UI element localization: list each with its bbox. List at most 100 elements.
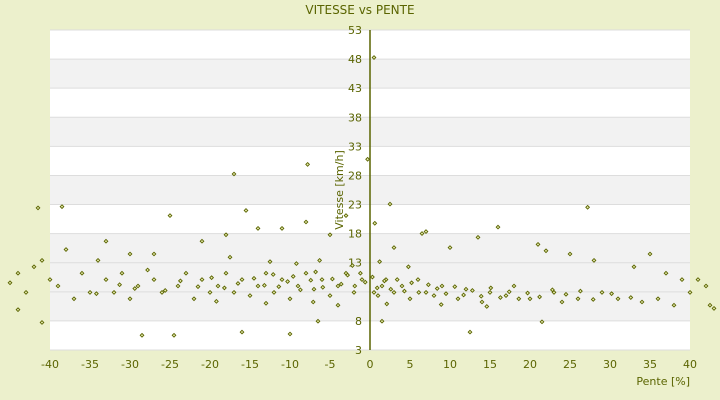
data-point xyxy=(707,302,713,308)
data-point xyxy=(231,171,237,177)
data-point xyxy=(235,281,241,286)
data-point xyxy=(503,293,509,299)
data-point xyxy=(345,272,351,278)
data-point xyxy=(495,224,501,230)
data-point xyxy=(387,201,393,207)
data-point xyxy=(391,245,397,251)
data-point xyxy=(338,281,344,287)
data-point xyxy=(239,329,245,335)
data-point xyxy=(63,247,69,252)
data-point xyxy=(516,296,522,302)
x-tick-label: -10 xyxy=(281,358,299,371)
data-point xyxy=(127,296,133,302)
data-point xyxy=(563,291,569,297)
data-point xyxy=(487,289,493,295)
data-point xyxy=(423,289,429,295)
data-point xyxy=(419,231,425,236)
data-point xyxy=(267,259,273,265)
data-point xyxy=(297,287,303,293)
data-point xyxy=(293,261,299,267)
data-point xyxy=(103,238,109,244)
data-point xyxy=(279,277,285,283)
y-tick-label: 3 xyxy=(355,344,362,357)
data-point xyxy=(31,264,37,270)
x-tick-label: -30 xyxy=(121,358,139,371)
data-point xyxy=(167,213,173,219)
y-tick-label: 8 xyxy=(355,315,362,328)
data-point xyxy=(319,277,325,283)
x-tick-label: -5 xyxy=(325,358,336,371)
data-point xyxy=(663,270,669,276)
data-point xyxy=(371,289,377,295)
data-point xyxy=(195,284,201,290)
data-point xyxy=(384,301,390,307)
data-point xyxy=(35,205,41,211)
data-point xyxy=(95,257,101,263)
x-tick-label: -20 xyxy=(201,358,219,371)
data-point xyxy=(132,286,138,291)
data-point xyxy=(335,283,341,289)
data-point xyxy=(351,289,357,295)
data-point xyxy=(590,297,596,302)
data-point xyxy=(394,277,400,283)
data-point xyxy=(303,219,309,225)
data-point xyxy=(631,264,637,270)
x-tick-label: 0 xyxy=(367,358,374,371)
data-point xyxy=(599,289,605,295)
data-point xyxy=(303,270,309,276)
data-point xyxy=(527,296,533,302)
data-point xyxy=(103,277,109,283)
data-point xyxy=(335,302,341,308)
data-point xyxy=(329,276,335,282)
data-point xyxy=(559,299,565,305)
data-point xyxy=(577,288,583,294)
data-point xyxy=(223,232,229,238)
data-point xyxy=(276,284,282,290)
x-axis-label: Pente [%] xyxy=(636,375,690,388)
data-point xyxy=(379,283,385,289)
data-point xyxy=(343,213,349,219)
data-point xyxy=(71,296,77,302)
data-point xyxy=(371,55,377,60)
data-point xyxy=(207,289,213,295)
data-point xyxy=(139,332,145,338)
data-point xyxy=(162,288,168,293)
data-point xyxy=(285,279,291,284)
data-point xyxy=(305,161,311,167)
data-point xyxy=(87,289,93,295)
data-point xyxy=(357,270,363,276)
data-point xyxy=(315,318,321,324)
data-point xyxy=(401,288,407,294)
data-point xyxy=(695,277,701,283)
data-point xyxy=(647,251,653,257)
data-point xyxy=(399,283,405,289)
data-point xyxy=(231,289,237,295)
data-point xyxy=(177,278,183,284)
y-tick-label: 38 xyxy=(348,111,362,124)
data-point xyxy=(391,289,397,295)
data-point xyxy=(388,286,394,292)
data-point xyxy=(469,288,475,293)
data-point xyxy=(311,286,317,292)
data-point xyxy=(377,259,383,265)
data-point xyxy=(221,285,227,291)
data-point xyxy=(247,293,253,299)
data-point xyxy=(575,296,581,302)
data-point xyxy=(455,296,461,302)
data-point xyxy=(263,300,269,306)
data-point xyxy=(271,289,277,295)
data-point xyxy=(365,156,371,162)
data-point xyxy=(671,302,677,308)
data-point xyxy=(359,277,365,283)
data-point xyxy=(243,208,249,213)
x-tick-label: -40 xyxy=(41,358,59,371)
data-point xyxy=(320,284,326,290)
data-point xyxy=(279,225,285,231)
data-point xyxy=(362,279,368,285)
data-point xyxy=(543,248,549,254)
data-point xyxy=(175,283,181,289)
data-point xyxy=(585,204,591,210)
data-point xyxy=(39,257,45,263)
data-point xyxy=(310,299,316,305)
data-point xyxy=(352,283,358,289)
